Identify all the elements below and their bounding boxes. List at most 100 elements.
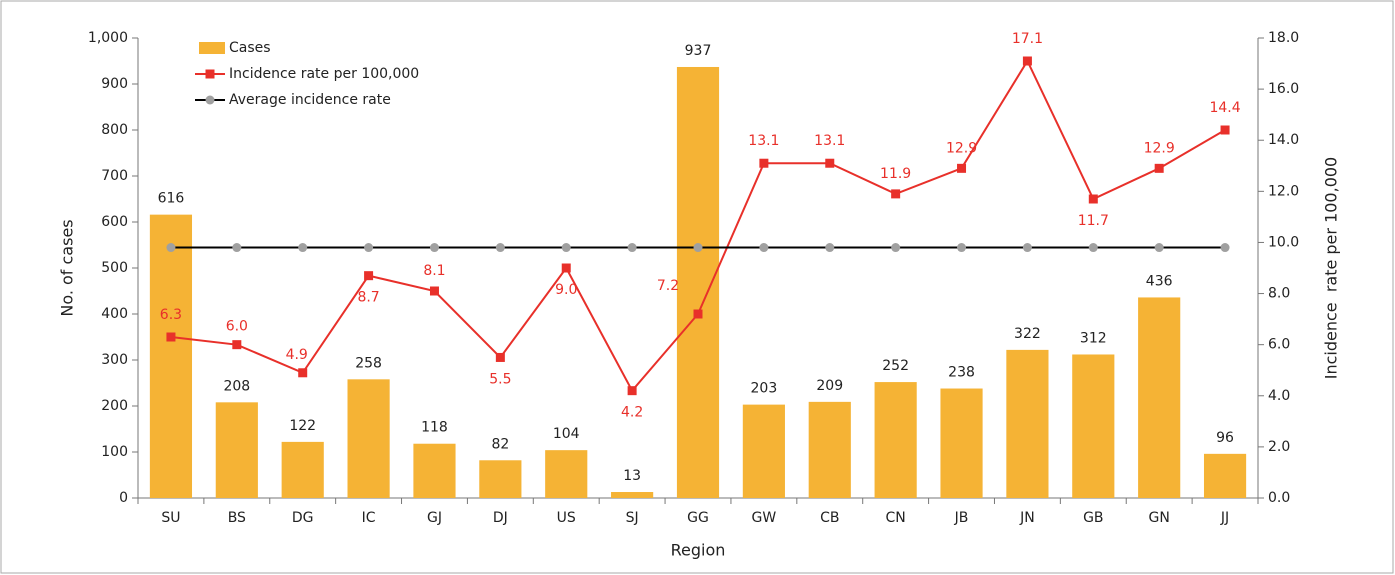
line-value-label: 13.1 — [748, 133, 779, 149]
bar — [1006, 349, 1049, 498]
bar-value-label: 122 — [289, 418, 316, 434]
x-tick-label: CB — [820, 510, 839, 526]
y2-tick-label: 8.0 — [1268, 286, 1290, 302]
marker — [693, 309, 703, 319]
bar — [149, 214, 193, 498]
legend-swatch — [199, 42, 225, 54]
line-value-label: 13.1 — [814, 133, 845, 149]
marker — [495, 352, 505, 362]
marker — [232, 340, 242, 350]
bar — [479, 460, 522, 498]
marker — [561, 243, 571, 253]
legend-label: Incidence rate per 100,000 — [229, 66, 419, 82]
marker — [1088, 194, 1098, 204]
y-tick-label: 500 — [101, 260, 128, 276]
y2-tick-label: 2.0 — [1268, 439, 1290, 455]
y-tick-label: 700 — [101, 168, 128, 184]
y2-tick-label: 0.0 — [1268, 490, 1290, 506]
bar-value-label: 203 — [751, 381, 778, 397]
x-tick-label: JJ — [1220, 510, 1229, 526]
legend-label: Cases — [229, 40, 271, 56]
marker — [957, 163, 967, 173]
x-tick-label: DJ — [493, 510, 508, 526]
y2-tick-label: 18.0 — [1268, 30, 1299, 46]
bar — [347, 379, 390, 498]
bar — [1072, 354, 1115, 498]
bar — [1203, 453, 1247, 498]
marker — [364, 271, 374, 281]
legend-marker — [205, 95, 215, 105]
marker — [1154, 163, 1164, 173]
bar — [215, 402, 258, 498]
y2-tick-label: 12.0 — [1268, 183, 1299, 199]
marker — [166, 332, 176, 342]
bar-value-label: 252 — [882, 358, 909, 374]
bar-value-label: 13 — [623, 468, 641, 484]
marker — [825, 158, 835, 168]
x-tick-label: GN — [1149, 510, 1170, 526]
line-value-label: 11.7 — [1078, 213, 1109, 229]
x-tick-label: GW — [752, 510, 777, 526]
line-value-label: 6.3 — [160, 307, 182, 323]
marker — [495, 243, 505, 253]
bar-value-label: 436 — [1146, 273, 1173, 289]
y-tick-label: 600 — [101, 214, 128, 230]
x-tick-label: DG — [292, 510, 314, 526]
marker — [166, 243, 176, 253]
y-axis-title: No. of cases — [58, 219, 77, 316]
marker — [759, 243, 769, 253]
bar — [611, 492, 654, 498]
line-value-label: 7.2 — [657, 278, 679, 294]
bar-value-label: 937 — [685, 43, 712, 59]
y2-tick-label: 6.0 — [1268, 337, 1290, 353]
bar — [413, 443, 456, 498]
bar — [1138, 297, 1181, 498]
marker — [1022, 243, 1032, 253]
x-tick-label: SU — [161, 510, 180, 526]
bar-value-label: 616 — [158, 191, 185, 207]
marker — [298, 243, 308, 253]
x-axis-title: Region — [671, 541, 726, 560]
y-tick-label: 100 — [101, 444, 128, 460]
marker — [693, 243, 703, 253]
marker — [627, 243, 637, 253]
x-tick-label: BS — [228, 510, 246, 526]
marker — [759, 158, 769, 168]
x-tick-label: GJ — [427, 510, 442, 526]
line-value-label: 12.9 — [946, 140, 977, 156]
marker — [561, 263, 571, 273]
marker — [1220, 125, 1230, 135]
line-value-label: 4.2 — [621, 405, 643, 421]
line-value-label: 14.4 — [1209, 100, 1240, 116]
y2-tick-label: 14.0 — [1268, 132, 1299, 148]
bar-value-label: 322 — [1014, 326, 1041, 342]
y-tick-label: 800 — [101, 122, 128, 138]
marker — [364, 243, 374, 253]
y-tick-label: 200 — [101, 398, 128, 414]
bar — [742, 404, 785, 498]
y2-tick-label: 4.0 — [1268, 388, 1290, 404]
bar-value-label: 238 — [948, 365, 975, 381]
x-tick-label: US — [557, 510, 576, 526]
x-tick-label: GB — [1083, 510, 1103, 526]
marker — [429, 243, 439, 253]
line-value-label: 5.5 — [489, 371, 511, 387]
y-tick-label: 1,000 — [88, 30, 128, 46]
bar-value-label: 104 — [553, 426, 580, 442]
y-tick-label: 400 — [101, 306, 128, 322]
marker — [891, 189, 901, 199]
bar — [874, 382, 917, 498]
marker — [1088, 243, 1098, 253]
y-tick-label: 900 — [101, 76, 128, 92]
bar — [281, 441, 324, 498]
y2-tick-label: 16.0 — [1268, 81, 1299, 97]
x-tick-label: JN — [1019, 510, 1035, 526]
bar-value-label: 209 — [816, 378, 843, 394]
y-tick-label: 0 — [119, 490, 128, 506]
bar — [545, 450, 588, 498]
line-value-label: 4.9 — [286, 347, 308, 363]
line-value-label: 9.0 — [555, 282, 577, 298]
bar — [940, 388, 983, 498]
marker — [891, 243, 901, 253]
